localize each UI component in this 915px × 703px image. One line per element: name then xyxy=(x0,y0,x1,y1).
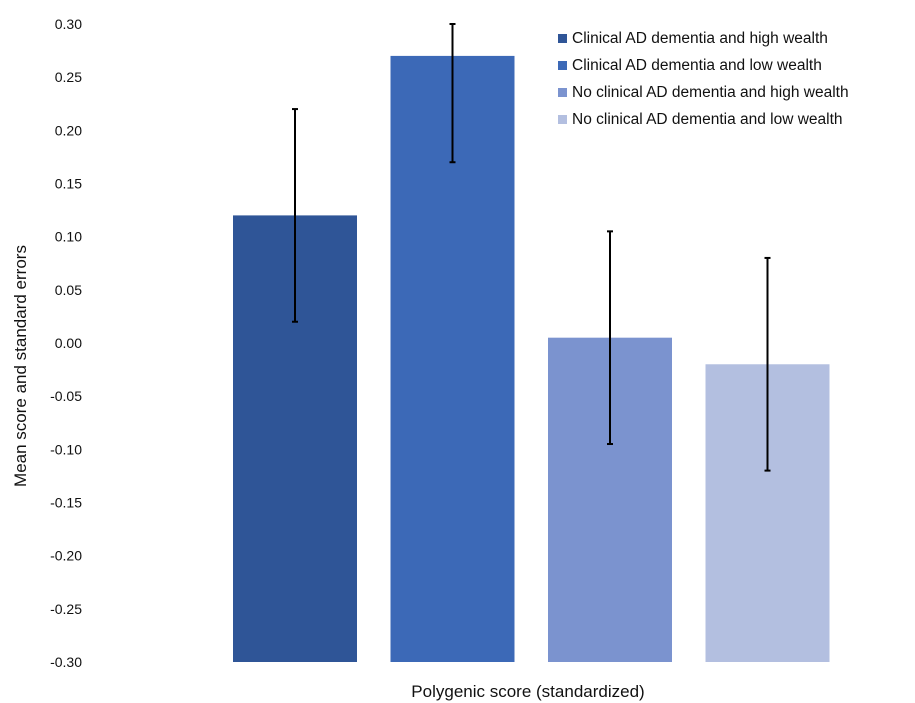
y-tick-label: -0.10 xyxy=(50,441,82,457)
y-tick-label: -0.30 xyxy=(50,654,82,670)
x-axis-label: Polygenic score (standardized) xyxy=(411,682,644,701)
y-tick-label: -0.05 xyxy=(50,388,82,404)
y-tick-label: 0.25 xyxy=(55,69,82,85)
legend-label: Clinical AD dementia and low wealth xyxy=(572,57,822,74)
y-axis-ticks: 0.30 0.25 0.20 0.15 0.10 0.05 0.00 -0.05 -0.10 -0… xyxy=(50,16,82,670)
y-tick-label: 0.30 xyxy=(55,16,82,32)
legend: Clinical AD dementia and high wealth Clin… xyxy=(558,30,849,128)
bars xyxy=(233,55,830,662)
y-tick-label: 0.00 xyxy=(55,335,82,351)
legend-label: Clinical AD dementia and high wealth xyxy=(572,30,828,47)
y-tick-label: -0.20 xyxy=(50,548,82,564)
legend-swatch xyxy=(558,34,567,43)
legend-swatch xyxy=(558,115,567,124)
y-tick-label: 0.05 xyxy=(55,282,82,298)
y-tick-label: 0.20 xyxy=(55,122,82,138)
legend-label: No clinical AD dementia and high wealth xyxy=(572,84,849,101)
y-tick-label: -0.25 xyxy=(50,601,82,617)
y-tick-label: -0.15 xyxy=(50,495,82,511)
y-tick-label: 0.15 xyxy=(55,176,82,192)
y-axis-label: Mean score and standard errors xyxy=(11,245,30,487)
y-tick-label: 0.10 xyxy=(55,229,82,245)
legend-label: No clinical AD dementia and low wealth xyxy=(572,111,843,128)
legend-swatch xyxy=(558,61,567,70)
legend-swatch xyxy=(558,88,567,97)
error-bars xyxy=(292,23,771,472)
